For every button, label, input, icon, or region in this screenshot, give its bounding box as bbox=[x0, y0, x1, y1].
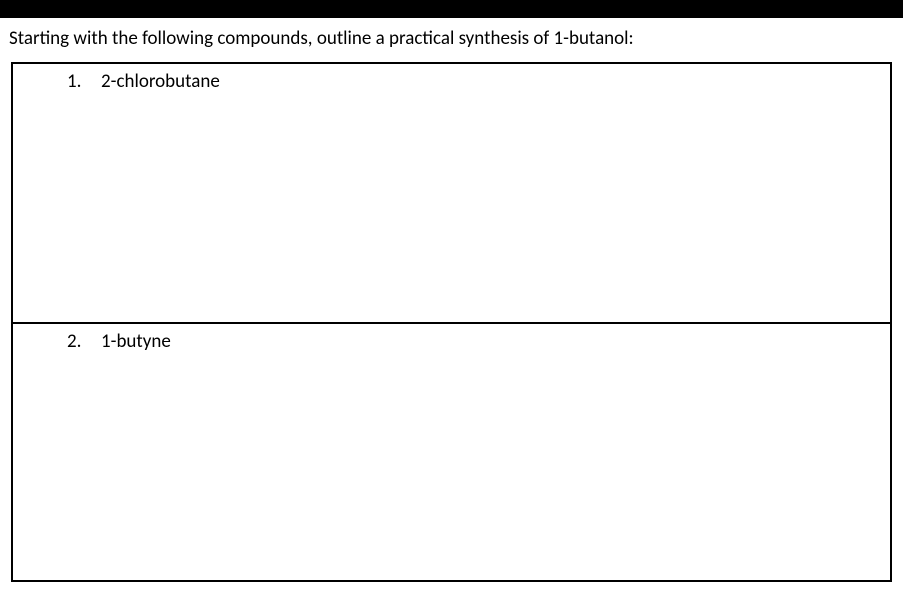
item-compound: 2-chlorobutane bbox=[101, 70, 220, 93]
answer-cell-2: 2. 1-butyne bbox=[13, 322, 890, 580]
question-prompt: Starting with the following compounds, o… bbox=[0, 18, 903, 62]
item-number: 1. bbox=[67, 70, 81, 93]
answer-table: 1. 2-chlorobutane 2. 1-butyne bbox=[11, 62, 892, 582]
answer-cell-1: 1. 2-chlorobutane bbox=[13, 64, 890, 322]
top-bar bbox=[0, 0, 903, 18]
item-compound: 1-butyne bbox=[101, 330, 171, 353]
item-number: 2. bbox=[67, 330, 81, 353]
